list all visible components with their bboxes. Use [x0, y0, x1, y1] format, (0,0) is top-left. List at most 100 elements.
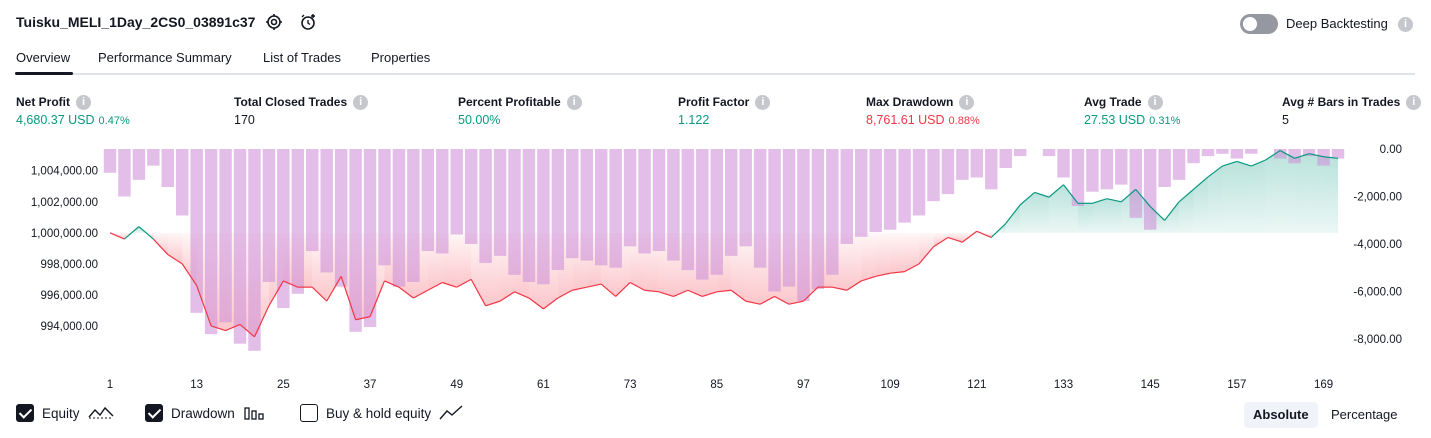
equity-line-segment	[225, 323, 241, 332]
info-icon[interactable]: i	[1406, 94, 1422, 110]
drawdown-bar	[667, 149, 680, 261]
drawdown-bar	[1187, 149, 1200, 164]
drawdown-bar	[1302, 149, 1316, 157]
drawdown-bar	[1086, 149, 1099, 192]
equity-line-segment	[644, 289, 660, 293]
profit-area-segment	[1049, 184, 1064, 233]
profit-area-segment	[1106, 198, 1122, 233]
info-icon[interactable]: i	[76, 94, 91, 110]
metric-label: Avg Trade	[1084, 95, 1142, 109]
equity-line-segment	[875, 272, 891, 277]
absolute-mode-button[interactable]: Absolute	[1244, 402, 1318, 428]
info-icon[interactable]: i	[353, 94, 369, 110]
tab-properties[interactable]: Properties	[371, 50, 431, 65]
drawdown-bar	[479, 149, 492, 263]
gear-icon[interactable]	[264, 12, 284, 32]
drawdown-bar	[985, 149, 998, 190]
deep-backtesting-help-icon[interactable]: i	[1398, 17, 1413, 32]
profit-area-segment	[1294, 153, 1310, 233]
drawdown-bar	[522, 149, 536, 282]
report-header: Tuisku_MELI_1Day_2CS0_03891c37 Deep Back…	[0, 0, 1431, 44]
drawdown-bar	[421, 149, 435, 252]
equity-line-segment	[774, 295, 790, 305]
drawdown-bar	[855, 149, 868, 237]
drawdown-bar	[103, 149, 117, 173]
metric-label: Net Profit	[16, 95, 70, 109]
profit-area-segment	[1222, 161, 1237, 233]
drawdown-bar	[797, 149, 810, 301]
drawdown-bar	[956, 149, 969, 180]
chart-footer: Equity Drawdown Buy & hold equity Absolu…	[0, 398, 1431, 430]
equity-line-segment	[1236, 160, 1252, 167]
drawdown-bar	[1158, 149, 1171, 187]
x-axis-tick-label: 25	[277, 379, 290, 391]
equity-line-segment	[1308, 153, 1324, 158]
drawdown-bar	[1013, 149, 1027, 157]
equity-line-segment	[152, 238, 169, 255]
strategy-title: Tuisku_MELI_1Day_2CS0_03891c37	[16, 14, 256, 30]
x-axis-tick-label: 49	[450, 379, 463, 391]
drawdown-bar	[652, 149, 666, 252]
equity-line-segment	[1164, 201, 1180, 221]
loss-area-segment	[861, 232, 876, 281]
equity-line-segment	[499, 291, 515, 302]
tab-list-of-trades[interactable]: List of Trades	[263, 50, 342, 65]
drawdown-bar	[551, 149, 565, 271]
loss-area-segment	[875, 232, 891, 277]
equity-toggle[interactable]: Equity	[16, 404, 114, 422]
info-icon[interactable]: i	[959, 94, 975, 110]
equity-line-segment	[586, 283, 602, 288]
metric-percent: 0.88%	[948, 115, 980, 127]
metric-value: 5	[1282, 113, 1289, 127]
drawdown-bar	[912, 149, 926, 216]
buy-hold-line-icon	[439, 405, 463, 420]
info-icon[interactable]: i	[566, 94, 582, 110]
equity-line-segment	[759, 295, 775, 305]
left-axis-tick-label: 1,004,000.00	[31, 166, 98, 178]
add-alarm-icon[interactable]	[298, 12, 318, 32]
metric-label: Total Closed Trades	[234, 95, 348, 109]
equity-label: Equity	[42, 405, 80, 421]
metric-value: 4,680.37 USD	[16, 113, 95, 127]
equity-line-segment	[1265, 150, 1281, 161]
drawdown-bar	[623, 149, 637, 247]
equity-line-segment	[355, 316, 371, 321]
drawdown-bar	[1143, 149, 1157, 230]
drawdown-bar	[132, 149, 146, 180]
drawdown-bar	[248, 149, 261, 351]
tab-performance-summary[interactable]: Performance Summary	[98, 50, 232, 65]
info-icon[interactable]: i	[755, 94, 771, 110]
buy-hold-checkbox[interactable]	[300, 404, 318, 422]
loss-area-segment	[904, 232, 920, 272]
equity-checkbox[interactable]	[16, 404, 34, 422]
equity-line-segment	[1207, 165, 1223, 178]
drawdown-checkbox[interactable]	[145, 404, 163, 422]
equity-line-segment	[1005, 204, 1021, 224]
right-axis-tick-label: -6,000.00	[1353, 286, 1402, 298]
equity-line-segment	[904, 263, 920, 273]
x-axis-tick-label: 85	[710, 379, 723, 391]
drawdown-bar	[681, 149, 695, 271]
equity-line-segment	[1149, 206, 1166, 221]
info-icon[interactable]: i	[1147, 94, 1163, 110]
drawdown-bar	[176, 149, 189, 216]
right-axis-tick-label: -4,000.00	[1353, 239, 1402, 251]
drawdown-bar	[811, 149, 825, 290]
drawdown-bar	[1245, 149, 1258, 154]
metric-percent: 0.47%	[98, 115, 130, 127]
equity-line-segment	[239, 323, 255, 338]
equity-drawdown-chart[interactable]: 1,004,000.00 1,002,000.00 1,000,000.00 998,…	[0, 138, 1431, 396]
equity-line-segment	[268, 280, 284, 307]
drawdown-bar	[378, 149, 391, 266]
left-axis-tick-label: 996,000.00	[40, 290, 98, 302]
tab-overview[interactable]: Overview	[14, 50, 74, 75]
drawdown-toggle[interactable]: Drawdown	[145, 404, 265, 422]
equity-line-segment	[398, 286, 414, 299]
loss-area-segment	[456, 232, 472, 288]
equity-line-segment	[1019, 192, 1036, 206]
percentage-mode-button[interactable]: Percentage	[1331, 407, 1398, 422]
buy-hold-toggle[interactable]: Buy & hold equity	[300, 404, 463, 422]
metric-value: 170	[234, 113, 255, 127]
deep-backtesting-toggle[interactable]	[1240, 14, 1278, 34]
equity-line-segment	[109, 232, 125, 240]
